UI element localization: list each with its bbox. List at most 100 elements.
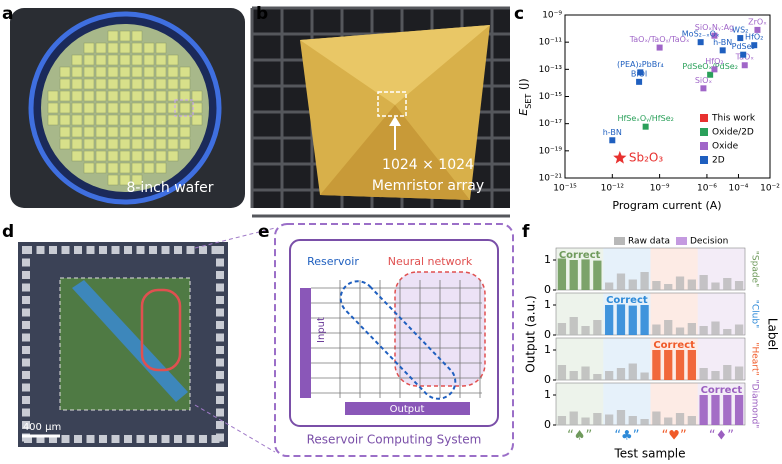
- pad: [124, 246, 132, 254]
- die: [131, 90, 143, 102]
- x-tick-label: 10⁻¹⁵: [553, 184, 577, 194]
- bar: [616, 410, 626, 425]
- bar: [616, 368, 626, 380]
- bar: [652, 350, 661, 380]
- bar: [723, 278, 732, 290]
- legend-swatch: [676, 237, 687, 245]
- die: [131, 114, 143, 126]
- pad: [86, 435, 95, 443]
- pad: [216, 296, 224, 304]
- bar: [605, 371, 614, 380]
- die: [71, 126, 83, 138]
- die: [59, 126, 71, 138]
- x-tick-label: “♣”: [614, 429, 639, 444]
- row-frame: [555, 337, 746, 381]
- die: [131, 30, 143, 42]
- die: [191, 102, 203, 114]
- die: [107, 66, 119, 78]
- bar: [593, 413, 602, 425]
- bar: [581, 326, 590, 335]
- pad: [22, 371, 30, 379]
- bar: [605, 282, 614, 290]
- x-tick-label: 10⁻⁴: [729, 184, 749, 194]
- legend-label: This work: [711, 114, 756, 124]
- wafer-dies: [47, 30, 203, 186]
- pad: [211, 246, 220, 254]
- y-tick-label: 1: [544, 388, 551, 401]
- x-tick-label: “♥”: [662, 429, 687, 444]
- bar: [640, 305, 649, 335]
- point: [741, 62, 748, 69]
- annotation: Correct: [653, 340, 695, 351]
- point-label: (PEA)₂PbBr₄: [617, 60, 664, 69]
- die: [95, 54, 107, 66]
- pad: [61, 435, 70, 443]
- die: [179, 66, 191, 78]
- die: [131, 126, 143, 138]
- bar: [616, 304, 626, 335]
- die: [143, 78, 155, 90]
- bar: [605, 414, 614, 425]
- pad: [161, 435, 170, 443]
- y-tick-label: 0: [544, 418, 551, 431]
- y-tick-label: 10⁻²¹: [539, 174, 563, 184]
- x-tick-label: 10⁻⁶: [697, 184, 717, 194]
- bar: [652, 281, 661, 290]
- pad: [216, 346, 224, 354]
- die: [83, 90, 95, 102]
- die: [143, 162, 155, 174]
- x-axis-label: Program current (A): [612, 199, 721, 212]
- pad: [22, 421, 30, 429]
- die: [83, 162, 95, 174]
- die: [95, 90, 107, 102]
- die: [83, 138, 95, 150]
- point: [711, 66, 718, 73]
- die: [119, 66, 131, 78]
- die: [179, 90, 191, 102]
- point: [656, 44, 663, 51]
- pad: [22, 383, 30, 392]
- die: [95, 114, 107, 126]
- die: [155, 90, 167, 102]
- legend-swatch: [700, 114, 708, 122]
- legend-swatch: [700, 128, 708, 136]
- die: [95, 102, 107, 114]
- point: [740, 51, 747, 58]
- point-label: HfO₂: [705, 57, 723, 66]
- point: [711, 32, 718, 39]
- pad: [49, 246, 57, 254]
- die: [107, 138, 119, 150]
- point-label: TaOₓ/TaOᵧ/TaOₓ: [629, 35, 690, 44]
- die: [107, 54, 119, 66]
- point-label: WS₂: [732, 26, 748, 35]
- die: [143, 54, 155, 66]
- bar: [640, 272, 649, 290]
- reservoir-label: Reservoir: [307, 255, 359, 268]
- die: [143, 66, 155, 78]
- panel-letter: e: [258, 222, 270, 242]
- die: [143, 150, 155, 162]
- pad: [22, 358, 30, 367]
- zoom-line: [194, 404, 276, 453]
- annotation: Correct: [701, 385, 743, 396]
- bar: [711, 321, 720, 335]
- die: [143, 42, 155, 54]
- y-tick-label: 1: [544, 343, 551, 356]
- bar: [628, 416, 637, 425]
- die: [155, 126, 167, 138]
- die: [119, 138, 131, 150]
- pad: [22, 308, 30, 317]
- reservoir-region: [339, 280, 457, 400]
- chip-pads: [22, 246, 224, 443]
- pad: [22, 408, 30, 417]
- pad: [111, 246, 120, 254]
- die: [179, 126, 191, 138]
- die: [167, 138, 179, 150]
- die: [119, 42, 131, 54]
- point: [636, 78, 643, 85]
- die: [71, 150, 83, 162]
- die: [155, 162, 167, 174]
- bar: [581, 366, 590, 380]
- pad: [22, 333, 30, 342]
- point-label: h-BN: [603, 128, 622, 137]
